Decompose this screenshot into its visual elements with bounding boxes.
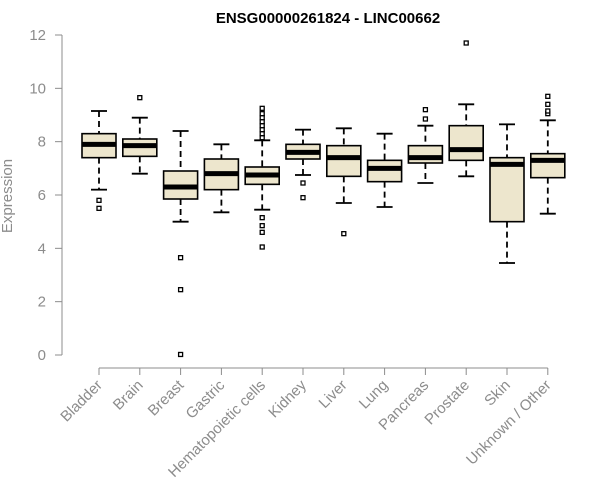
outlier-point bbox=[422, 116, 429, 122]
outlier-point bbox=[545, 108, 551, 114]
box-group bbox=[203, 143, 240, 214]
outlier-point bbox=[545, 93, 551, 99]
y-tick-label: 2 bbox=[38, 294, 46, 311]
box-group bbox=[448, 40, 485, 178]
box-group bbox=[285, 128, 321, 201]
x-tick-label: Liver bbox=[316, 377, 351, 412]
y-tick-label: 8 bbox=[38, 134, 46, 151]
box-group bbox=[407, 107, 444, 184]
outlier-point bbox=[259, 111, 265, 117]
x-tick-label: Breast bbox=[145, 376, 188, 419]
outlier-point bbox=[177, 255, 184, 261]
x-tick-label: Brain bbox=[110, 377, 147, 414]
outlier-point bbox=[259, 215, 265, 221]
box-group bbox=[325, 127, 362, 237]
box-group bbox=[366, 132, 403, 208]
outlier-point bbox=[259, 244, 265, 250]
outlier-point bbox=[422, 107, 429, 113]
x-tick-label: Lung bbox=[356, 377, 392, 413]
x-tick-label: Skin bbox=[481, 377, 514, 410]
iqr-box bbox=[489, 156, 525, 223]
outlier-point bbox=[177, 287, 184, 293]
chart-title: ENSG00000261824 - LINC00662 bbox=[216, 10, 440, 27]
box-group bbox=[244, 105, 280, 250]
y-tick-label: 0 bbox=[38, 347, 46, 364]
iqr-box bbox=[325, 144, 362, 178]
y-tick-label: 4 bbox=[38, 240, 46, 257]
outlier-point bbox=[96, 205, 102, 211]
y-tick-label: 6 bbox=[38, 187, 46, 204]
box-group bbox=[122, 95, 158, 175]
outlier-point bbox=[545, 101, 551, 107]
iqr-box bbox=[366, 159, 403, 183]
x-tick-label: Kidney bbox=[265, 376, 310, 421]
box-group bbox=[489, 123, 525, 264]
outlier-point bbox=[300, 195, 306, 201]
x-tick-label: Bladder bbox=[57, 377, 106, 426]
iqr-box bbox=[448, 124, 485, 162]
outlier-point bbox=[341, 231, 347, 237]
outlier-point bbox=[300, 180, 306, 186]
y-axis-label: Expression bbox=[0, 159, 16, 233]
outlier-point bbox=[259, 223, 265, 229]
outlier-point bbox=[177, 351, 184, 358]
box-group bbox=[529, 93, 566, 215]
x-tick-label: Prostate bbox=[421, 377, 473, 429]
iqr-box bbox=[407, 144, 444, 164]
box-group bbox=[162, 130, 199, 358]
outlier-point bbox=[137, 95, 143, 101]
y-tick-label: 12 bbox=[29, 27, 46, 44]
outlier-point bbox=[259, 105, 265, 111]
outlier-point bbox=[96, 197, 102, 203]
box-group bbox=[81, 110, 117, 211]
outlier-point bbox=[463, 40, 469, 46]
iqr-box bbox=[529, 152, 566, 179]
y-tick-label: 10 bbox=[29, 80, 46, 97]
plot-area bbox=[81, 40, 566, 358]
outlier-point bbox=[259, 229, 265, 235]
